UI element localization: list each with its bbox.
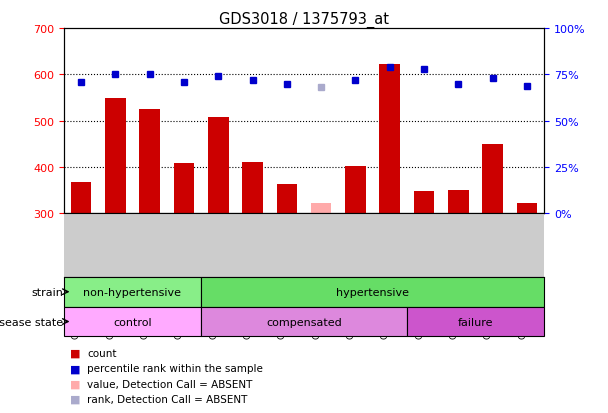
Text: control: control [113, 317, 152, 327]
Bar [71, 182, 91, 213]
Bar [311, 204, 331, 213]
Bar [174, 164, 194, 213]
Bar [448, 190, 469, 213]
Bar [64, 277, 201, 307]
Bar [105, 99, 126, 213]
Text: value, Detection Call = ABSENT: value, Detection Call = ABSENT [87, 379, 252, 389]
Bar [345, 166, 366, 213]
Title: GDS3018 / 1375793_at: GDS3018 / 1375793_at [219, 12, 389, 28]
Bar [64, 307, 201, 337]
Text: strain: strain [31, 287, 63, 297]
Bar [201, 307, 407, 337]
Text: rank, Detection Call = ABSENT: rank, Detection Call = ABSENT [87, 394, 247, 404]
Text: hypertensive: hypertensive [336, 287, 409, 297]
Bar [242, 163, 263, 213]
Text: percentile rank within the sample: percentile rank within the sample [87, 363, 263, 373]
Bar [277, 184, 297, 213]
Text: ■: ■ [70, 394, 80, 404]
Text: disease state: disease state [0, 317, 63, 327]
Text: ■: ■ [70, 379, 80, 389]
Text: ■: ■ [70, 348, 80, 358]
Text: failure: failure [458, 317, 493, 327]
Bar [414, 191, 434, 213]
Bar [379, 65, 400, 213]
Text: count: count [87, 348, 117, 358]
Text: compensated: compensated [266, 317, 342, 327]
Bar [208, 118, 229, 213]
Bar [482, 144, 503, 213]
Bar [139, 110, 160, 213]
Text: ■: ■ [70, 363, 80, 373]
Bar [201, 277, 544, 307]
Text: non-hypertensive: non-hypertensive [83, 287, 181, 297]
Bar [407, 307, 544, 337]
Bar [517, 204, 537, 213]
